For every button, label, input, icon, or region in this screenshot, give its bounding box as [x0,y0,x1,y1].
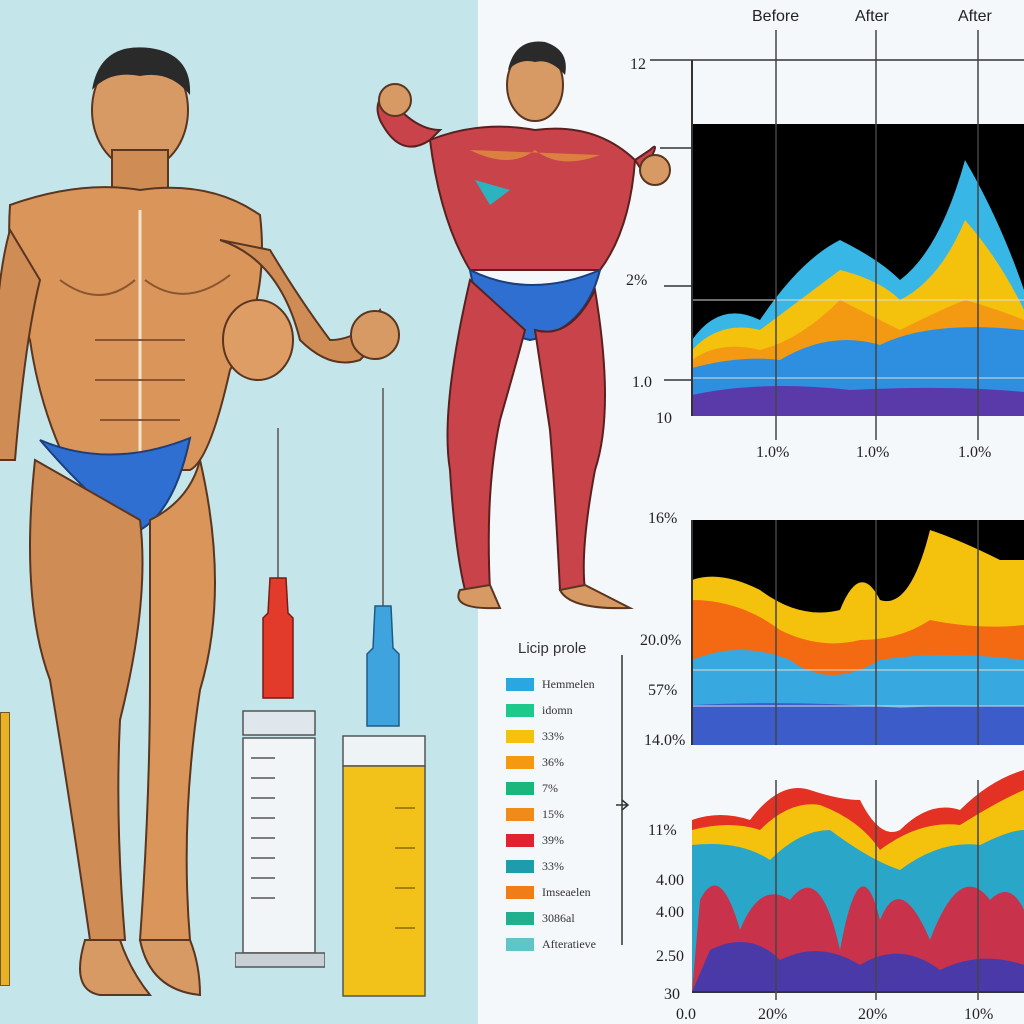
legend-item: 33% [506,723,626,749]
chart1-x-label-2: 1.0% [856,444,890,461]
legend-item-label: 39% [542,832,564,847]
legend-swatch [506,937,534,951]
chart2-label-upper: 20.0% [640,632,682,649]
legend-item-label: 33% [542,858,564,873]
legend: Licip prole Hemmelen idomn 33% 36% 7% 15% 39% 3… [506,640,626,957]
chart2-label-bottom: 14.0% [644,732,686,749]
chart1-label-top: 12 [630,56,646,73]
chart3-label-low: 2.50 [656,948,684,965]
chart1-label-low: 1.0 [632,374,652,391]
chart3-x-label-3: 20% [858,1006,888,1023]
header-after-2: After [958,8,992,25]
chart3-label-bottom: 30 [664,986,680,1003]
legend-item-label: Imseaelen [542,884,591,899]
chart1-label-bottom: 10 [656,410,672,427]
legend-swatch [506,859,534,873]
legend-item: 33% [506,853,626,879]
legend-swatch [506,755,534,769]
legend-swatch [506,677,534,691]
chart3-x-label-2: 20% [758,1006,788,1023]
legend-swatch [506,833,534,847]
chart2-label-top: 16% [648,510,678,527]
header-before: Before [752,8,800,25]
chart3-label-top: 11% [648,822,677,839]
legend-item: Afteratieve [506,931,626,957]
chart3-x-label-1: 0.0 [676,1006,696,1023]
legend-item: Imseaelen [506,879,626,905]
chart3-label-upper: 4.00 [656,872,684,889]
chart3-label-mid: 4.00 [656,904,684,921]
legend-item-label: 3086al [542,910,575,925]
legend-title: Licip prole [518,640,587,657]
chart1-x-label-3: 1.0% [958,444,992,461]
legend-item-label: Afteratieve [542,936,596,951]
anatomy-muscle-figure [376,41,671,610]
legend-item-label: 7% [542,780,558,795]
chart2-label-mid: 57% [648,682,678,699]
legend-item: Hemmelen [506,671,626,697]
chart3-x-label-4: 10% [964,1006,994,1023]
legend-swatch [506,781,534,795]
legend-item-label: 15% [542,806,564,821]
legend-item: 3086al [506,905,626,931]
legend-swatch [506,729,534,743]
legend-item: 15% [506,801,626,827]
legend-item-label: 36% [542,754,564,769]
vial-partial [0,712,10,986]
legend-swatch [506,911,534,925]
syringe-red-cap [235,428,325,968]
legend-swatch [506,703,534,717]
syringe-blue-cap-filled [342,388,426,997]
legend-item-label: idomn [542,702,573,717]
muscular-man-figure [0,47,400,997]
legend-swatch [506,885,534,899]
header-after-1: After [855,8,889,25]
chart1-label-mid: 2% [626,272,648,289]
left-illustration-panel [0,0,478,1024]
legend-item: 7% [506,775,626,801]
chart1-x-label-1: 1.0% [756,444,790,461]
legend-item: 39% [506,827,626,853]
legend-item-label: 33% [542,728,564,743]
legend-item: idomn [506,697,626,723]
legend-item-label: Hemmelen [542,676,595,691]
legend-rows: Hemmelen idomn 33% 36% 7% 15% 39% 33% Imseaelen 3… [506,671,626,957]
legend-item: 36% [506,749,626,775]
legend-swatch [506,807,534,821]
